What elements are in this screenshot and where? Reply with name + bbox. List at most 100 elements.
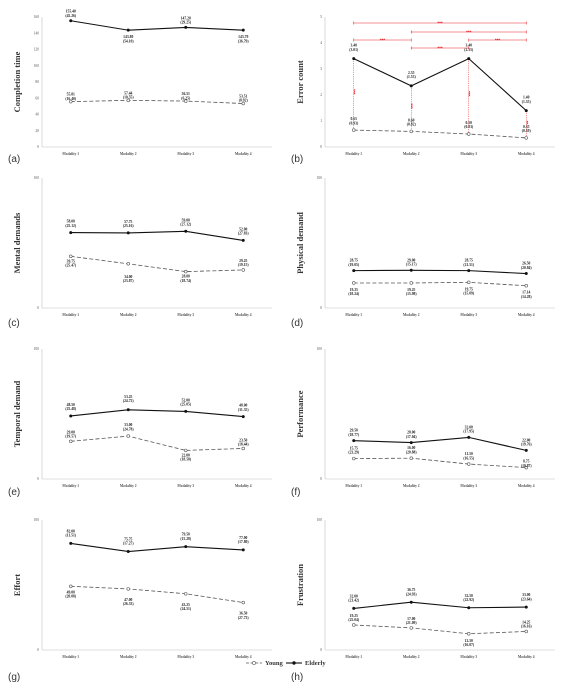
- data-sd-young: (0.59): [522, 129, 532, 133]
- y-tick-label: 100: [34, 518, 40, 522]
- data-sd-young: (15.09): [463, 292, 475, 296]
- data-point-young: [352, 456, 356, 461]
- series-line-young: [353, 624, 527, 635]
- x-tick-label: Modality 4: [518, 152, 535, 156]
- data-sd-elderly: (3.01): [349, 48, 359, 52]
- data-point-young: [126, 587, 130, 591]
- data-point-young: [467, 462, 471, 466]
- data-label-elderly: 28.00: [407, 431, 415, 435]
- x-tick-label: Modality 4: [235, 152, 252, 156]
- y-axis-label: Completion time: [12, 51, 22, 112]
- data-label-elderly: 59.00: [182, 218, 190, 222]
- legend-elderly-marker: [292, 661, 296, 665]
- series-line-young: [353, 129, 527, 139]
- data-point-elderly: [524, 605, 528, 609]
- data-label-young: 57.44: [124, 91, 132, 95]
- data-label-elderly: 53.25: [124, 395, 132, 399]
- data-label-elderly: 75.75: [124, 538, 132, 542]
- data-sd-elderly: (11.51): [65, 534, 76, 538]
- data-sd-elderly: (27.12): [180, 223, 192, 227]
- data-sd-young: (24.51): [180, 607, 192, 611]
- data-point-elderly: [352, 606, 356, 610]
- series-line-young: [70, 585, 244, 603]
- data-sd-elderly: (25.16): [123, 224, 135, 228]
- data-label-elderly: 77.00: [239, 536, 247, 540]
- y-tick-label: 20: [35, 129, 39, 133]
- data-label-young: 49.00: [67, 590, 75, 594]
- data-label-young: 29.00: [67, 430, 75, 434]
- data-sd-elderly: (29.25): [180, 21, 192, 25]
- x-tick-label: Modality 4: [518, 655, 535, 659]
- series-line-elderly: [70, 542, 244, 553]
- data-point-elderly: [184, 25, 188, 29]
- data-sd-young: (18.44): [238, 443, 250, 447]
- data-point-elderly: [524, 109, 528, 113]
- data-label-young: 55.81: [67, 93, 75, 97]
- y-tick-label: 60: [35, 96, 39, 100]
- data-label-elderly: 22.00: [522, 438, 530, 442]
- data-point-elderly: [241, 28, 245, 32]
- data-label-elderly: 143.80: [123, 35, 133, 39]
- data-point-young: [409, 456, 413, 460]
- y-tick-label: 100: [317, 518, 323, 522]
- data-point-elderly: [69, 414, 73, 418]
- significance-marker: ***: [468, 91, 473, 97]
- data-label-young: 0.35: [523, 125, 530, 129]
- data-point-young: [467, 132, 471, 136]
- x-tick-label: Modality 2: [120, 152, 137, 156]
- data-label-young: 11.50: [465, 452, 473, 456]
- data-sd-elderly: (45.26): [65, 14, 77, 18]
- data-point-elderly: [352, 57, 356, 61]
- data-sd-young: (21.09): [406, 621, 418, 625]
- data-point-young: [524, 136, 528, 140]
- panel-label: (b): [291, 154, 303, 165]
- data-sd-elderly: (17.27): [123, 542, 135, 546]
- data-sd-elderly: (1.53): [407, 75, 417, 79]
- data-label-young: 56.51: [182, 92, 190, 96]
- x-tick-label: Modality 4: [235, 313, 252, 317]
- data-point-young: [352, 128, 356, 132]
- data-label-elderly: 58.00: [67, 220, 75, 224]
- data-point-young: [126, 98, 130, 103]
- data-label-young: 53.51: [239, 95, 247, 99]
- data-point-young: [241, 600, 245, 605]
- y-axis-label: Effort: [12, 574, 22, 596]
- series-line-elderly: [353, 436, 527, 451]
- data-point-elderly: [524, 448, 528, 452]
- data-sd-young: (26.33): [123, 602, 135, 606]
- x-tick-label: Modality 3: [177, 655, 194, 659]
- data-sd-elderly: (36.79): [238, 39, 250, 43]
- data-label-elderly: 57.75: [124, 220, 132, 224]
- x-tick-label: Modality 2: [120, 655, 137, 659]
- y-tick-label: 1: [320, 119, 322, 123]
- data-sd-young: (0.93): [349, 121, 359, 125]
- data-point-young: [184, 99, 188, 103]
- significance-marker: ***: [495, 38, 501, 43]
- x-tick-label: Modality 3: [177, 313, 194, 317]
- data-label-young: 22.00: [182, 453, 190, 457]
- data-point-young: [69, 584, 73, 588]
- data-sd-young: (19.57): [65, 435, 77, 439]
- data-point-elderly: [184, 229, 188, 233]
- data-label-young: 0.50: [466, 121, 473, 125]
- data-point-elderly: [409, 441, 413, 445]
- data-sd-elderly: (18.77): [348, 433, 360, 437]
- data-label-young: 39.75: [67, 259, 75, 263]
- x-tick-label: Modality 1: [62, 655, 79, 659]
- data-point-young: [69, 439, 73, 443]
- y-axis-label: Mental demands: [12, 212, 22, 273]
- data-point-elderly: [126, 408, 130, 412]
- y-tick-label: 140: [34, 31, 40, 35]
- panel-label: (c): [8, 318, 20, 329]
- data-point-elderly: [241, 238, 245, 242]
- panel-label: (g): [8, 672, 20, 683]
- data-point-young: [241, 101, 245, 106]
- y-tick-label: 100: [34, 347, 40, 351]
- data-point-young: [184, 592, 188, 596]
- data-point-young: [241, 446, 245, 451]
- panel-label: (f): [291, 487, 300, 498]
- data-sd-elderly: (17.95): [463, 430, 475, 434]
- x-tick-label: Modality 2: [403, 655, 420, 659]
- data-point-young: [524, 629, 528, 634]
- significance-marker: **: [525, 120, 530, 124]
